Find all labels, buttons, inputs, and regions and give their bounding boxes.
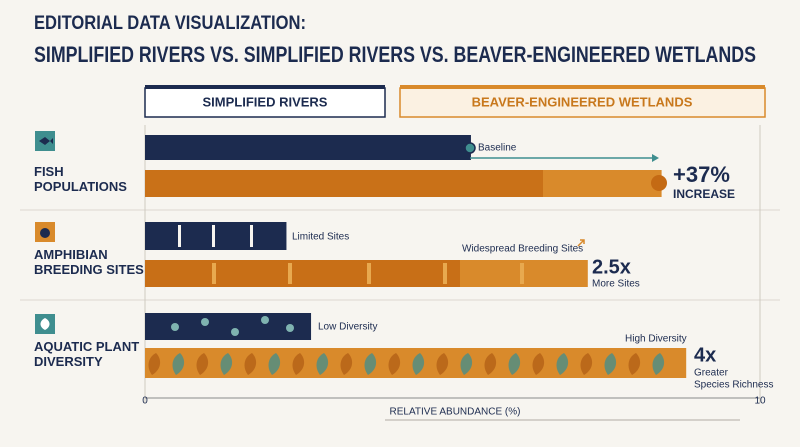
diversity-arrow — [577, 239, 585, 247]
bar-gap — [178, 225, 181, 247]
plant-pattern — [244, 353, 257, 375]
plant-pattern — [172, 353, 185, 375]
plant-pattern — [220, 353, 233, 375]
leaf — [286, 324, 294, 332]
bar-gap — [250, 225, 253, 247]
fish-icon-shape — [39, 137, 53, 145]
annotation: Baseline — [478, 143, 517, 154]
plant-pattern — [292, 353, 305, 375]
leaf — [261, 316, 269, 324]
chart-title: EDITORIAL DATA VISUALIZATION: — [34, 13, 306, 34]
annotation: 4x — [694, 344, 716, 366]
bar-shade — [145, 260, 460, 287]
legend-accent — [400, 85, 765, 89]
leaf — [231, 328, 239, 336]
plant-pattern — [508, 353, 521, 375]
plant-pattern — [412, 353, 425, 375]
bar-shade — [145, 170, 543, 197]
bar-gap — [520, 263, 524, 284]
increase-arrowhead — [652, 154, 659, 162]
plant-pattern — [652, 353, 665, 375]
x-tick-label: 10 — [754, 396, 766, 407]
plant-pattern — [532, 353, 545, 375]
plant-pattern — [436, 353, 449, 375]
bar-gap — [288, 263, 292, 284]
plant-pattern — [580, 353, 593, 375]
annotation: Species Richness — [694, 380, 773, 391]
annotation: +37% — [673, 162, 730, 187]
plant-pattern — [388, 353, 401, 375]
plant-pattern — [460, 353, 473, 375]
plant-pattern — [340, 353, 353, 375]
plant-pattern — [268, 353, 281, 375]
plant-pattern — [484, 353, 497, 375]
annotation: 2.5x — [592, 256, 631, 278]
x-axis-label: RELATIVE ABUNDANCE (%) — [390, 407, 521, 418]
leaf — [171, 323, 179, 331]
row-label: AQUATIC PLANT DIVERSITY — [34, 339, 140, 369]
legend-label: SIMPLIFIED RIVERS — [203, 94, 328, 109]
bar-gap — [367, 263, 371, 284]
annotation: Limited Sites — [292, 232, 349, 243]
bar-gap — [212, 225, 215, 247]
bar — [145, 222, 287, 250]
bar-gap — [443, 263, 447, 284]
annotation: High Diversity — [625, 334, 687, 345]
plant-pattern — [196, 353, 209, 375]
plant-icon-shape — [40, 318, 50, 330]
bar — [145, 313, 312, 340]
plant-pattern — [556, 353, 569, 375]
plant-pattern — [148, 353, 161, 375]
row-label: AMPHIBIAN BREEDING SITES — [34, 247, 144, 277]
annotation: Low Diversity — [318, 322, 377, 333]
plant-pattern — [364, 353, 377, 375]
bar — [145, 135, 471, 160]
legend-box — [144, 87, 386, 118]
annotation: Widespread Breeding Sites — [462, 244, 583, 255]
annotation: More Sites — [592, 279, 640, 290]
legend-accent — [145, 85, 385, 89]
leaf — [201, 318, 209, 326]
baseline-marker — [464, 142, 476, 154]
bar-gap — [212, 263, 216, 284]
legend-label: BEAVER-ENGINEERED WETLANDS — [472, 94, 693, 109]
plant-pattern — [316, 353, 329, 375]
plant-pattern — [628, 353, 641, 375]
chart-subtitle: SIMPLIFIED RIVERS VS. SIMPLIFIED RIVERS … — [34, 42, 756, 67]
end-marker — [651, 175, 667, 191]
row-label: FISH POPULATIONS — [34, 164, 127, 194]
x-tick-label: 0 — [142, 396, 148, 407]
annotation: Greater — [694, 368, 729, 379]
plant-pattern — [604, 353, 617, 375]
annotation: INCREASE — [673, 187, 735, 201]
frog-icon-shape — [40, 228, 50, 238]
legend-box — [399, 87, 766, 118]
